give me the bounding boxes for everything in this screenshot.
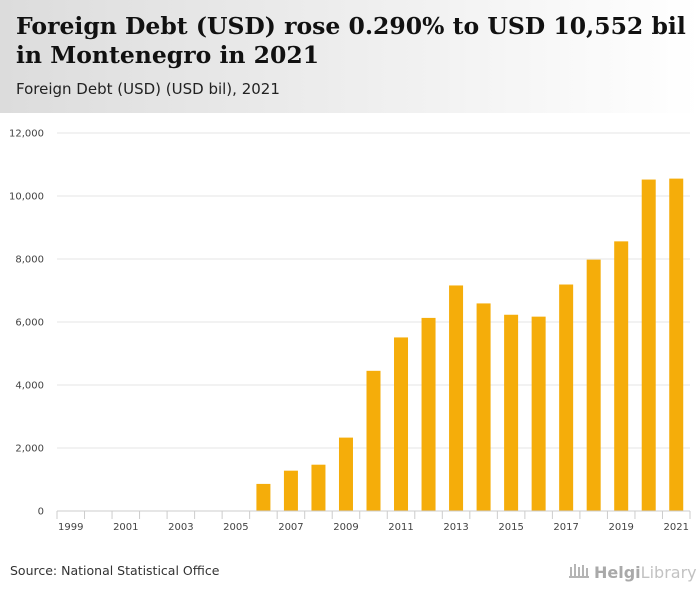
bar [421, 317, 436, 511]
y-tick-label: 4,000 [15, 381, 44, 392]
y-tick-label: 10,000 [9, 192, 44, 203]
x-tick-label: 2017 [553, 522, 578, 533]
x-tick-label: 2011 [388, 522, 413, 533]
bar [256, 483, 271, 511]
bar [504, 314, 519, 511]
x-tick-label: 2019 [608, 522, 633, 533]
x-tick-label: 2003 [168, 522, 193, 533]
source-note: Source: National Statistical Office [10, 563, 220, 578]
logo-text-helgi: Helgi [594, 562, 641, 582]
bar [614, 241, 629, 512]
bar [449, 285, 464, 511]
chart-subtitle: Foreign Debt (USD) (USD bil), 2021 [16, 80, 280, 98]
bar [338, 437, 353, 511]
bar [311, 464, 326, 511]
x-tick-label: 2005 [223, 522, 248, 533]
helgilibrary-logo[interactable]: Helgi Library [568, 560, 697, 584]
library-building-icon [568, 561, 590, 583]
header-banner: Foreign Debt (USD) rose 0.290% to USD 10… [0, 0, 700, 113]
y-tick-label: 8,000 [15, 255, 44, 266]
x-tick-label: 2021 [664, 522, 689, 533]
y-tick-label: 0 [38, 507, 44, 518]
bar [641, 179, 656, 511]
y-tick-label: 12,000 [9, 129, 44, 140]
bar [283, 470, 298, 511]
bar [531, 316, 546, 511]
y-tick-label: 6,000 [15, 318, 44, 329]
bar [476, 303, 491, 511]
x-tick-label: 1999 [58, 522, 83, 533]
bar [559, 284, 574, 511]
bar [586, 259, 601, 511]
bar-chart: 0 2,000 4,000 6,000 8,000 10,000 12,000 1999 200… [9, 129, 691, 533]
bar [366, 370, 381, 511]
x-tick-label: 2009 [333, 522, 358, 533]
x-tick-label: 2007 [278, 522, 303, 533]
logo-text-library: Library [640, 562, 697, 582]
x-tick-label: 2013 [443, 522, 468, 533]
chart-area: 0 2,000 4,000 6,000 8,000 10,000 12,000 1999 200… [0, 113, 700, 543]
x-tick-label: 2001 [113, 522, 138, 533]
bar [394, 337, 409, 511]
chart-title: Foreign Debt (USD) rose 0.290% to USD 10… [16, 12, 686, 69]
y-tick-label: 2,000 [15, 444, 44, 455]
x-tick-label: 2015 [498, 522, 523, 533]
bar [669, 178, 684, 511]
